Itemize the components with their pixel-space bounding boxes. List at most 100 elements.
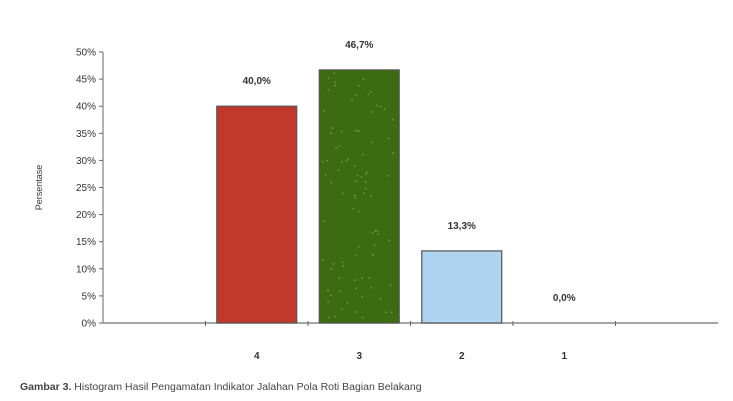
texture-dot [360,176,363,178]
texture-dot [386,174,389,177]
texture-dot [352,207,355,210]
texture-dot [355,310,358,313]
texture-dot [389,284,392,287]
texture-dot [326,159,328,162]
texture-dot [376,230,379,233]
texture-dot [387,137,390,140]
x-tick-label-4: 4 [254,351,260,362]
texture-dot [342,192,344,195]
y-axis: 0% 5% 10% 15% 20% 25% 30% 35% 40% 45% 50% [76,48,104,330]
bar-texture [321,72,394,319]
texture-dot [390,311,393,314]
texture-dot [357,210,360,213]
x-tick-label-3: 3 [356,351,362,362]
texture-dot [321,160,324,163]
texture-dot [371,231,374,234]
texture-dot [361,153,364,156]
texture-dot [364,187,367,190]
data-label-3: 46,7% [345,40,373,51]
data-label-4: 40,0% [243,76,271,87]
bar-3 [318,69,400,324]
texture-dot [372,254,374,256]
caption-text: Histogram Hasil Pengamatan Indikator Jal… [74,381,422,393]
texture-dot [370,286,373,289]
texture-dot [342,265,345,267]
texture-dot [356,174,359,177]
figure-caption: Gambar 3. Histogram Hasil Pengamatan Ind… [20,381,733,393]
texture-dot [329,132,332,135]
texture-dot [345,160,348,163]
y-tick-label: 0% [82,319,97,330]
texture-dot [361,277,363,280]
texture-dot [331,127,334,130]
y-tick-label: 5% [82,291,97,302]
texture-dot [353,194,356,197]
texture-dot [354,180,357,183]
texture-dot [358,245,360,248]
texture-dot [332,262,335,265]
texture-dot [327,300,330,303]
texture-dot [337,169,340,172]
texture-dot [334,84,337,87]
texture-dot [353,279,356,281]
texture-dot [341,308,343,311]
texture-dot [324,173,327,176]
texture-dot [379,105,382,108]
texture-dot [367,93,370,96]
texture-dot [379,298,382,300]
y-axis-title: Persentase [34,165,44,211]
texture-dot [362,192,365,195]
texture-dot [361,316,364,319]
texture-dot [354,254,357,257]
texture-dot [392,152,394,155]
texture-dot [347,158,350,161]
bar-2 [421,250,503,324]
texture-dot [333,315,336,318]
texture-dot [370,195,373,198]
texture-dot [388,239,391,242]
texture-dot [384,311,387,314]
texture-dot [341,160,343,163]
texture-dot [362,77,365,80]
texture-dot [374,229,377,232]
texture-dot [327,316,330,319]
texture-dot [338,145,341,147]
bar-chart: 0% 5% 10% 15% 20% 25% 30% 35% 40% 45% 50% 4 3 2 1 40,… [34,40,718,362]
texture-dot [339,290,341,293]
y-tick-label: 20% [76,210,96,221]
texture-dot [354,197,356,199]
texture-dot [377,233,380,236]
bars-group [216,69,503,324]
x-tick-label-2: 2 [459,351,465,362]
texture-dot [327,88,330,91]
texture-dot [327,77,330,79]
texture-dot [371,141,373,144]
texture-dot [351,98,354,101]
texture-dot [373,244,376,247]
texture-dot [346,301,349,304]
texture-dot [358,130,361,132]
texture-dot [340,130,343,133]
y-tick-label: 45% [76,75,96,86]
texture-dot [356,130,358,133]
texture-dot [330,294,333,296]
texture-dot [361,295,364,298]
texture-dot [338,277,341,280]
texture-dot [341,261,344,264]
texture-dot [353,165,356,167]
texture-dot [327,289,329,292]
y-tick-label: 10% [76,264,96,275]
data-label-1: 0,0% [553,293,576,304]
texture-dot [392,118,394,121]
texture-dot [355,287,357,290]
y-tick-label: 40% [76,102,96,113]
texture-dot [376,104,379,107]
y-tick-label: 15% [76,237,96,248]
y-tick-label: 35% [76,129,96,140]
texture-dot [368,276,371,279]
y-tick-label: 25% [76,183,96,194]
bar-4 [216,105,298,324]
texture-dot [369,90,372,93]
texture-dot [371,111,373,113]
texture-dot [323,110,325,112]
